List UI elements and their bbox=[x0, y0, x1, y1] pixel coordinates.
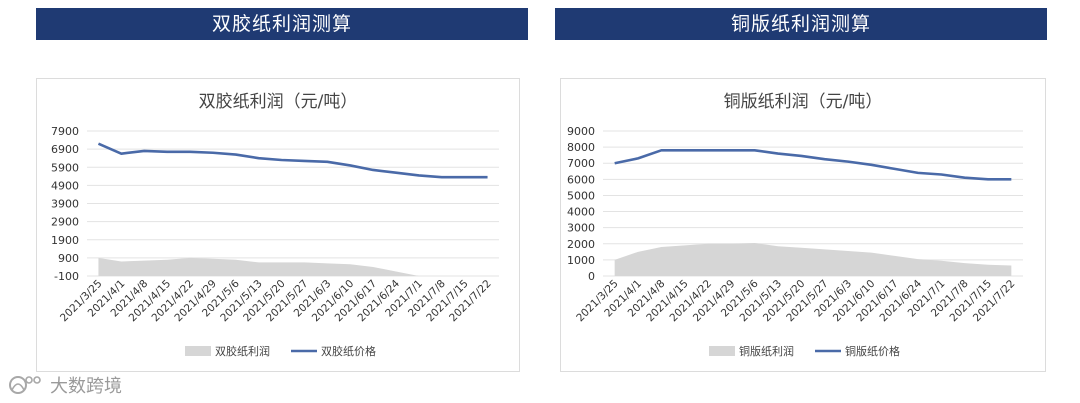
profit-area-series bbox=[614, 242, 1012, 276]
watermark: 大数跨境 bbox=[8, 371, 122, 399]
y-tick-label: 9000 bbox=[567, 125, 595, 138]
watermark-text: 大数跨境 bbox=[50, 376, 122, 397]
y-tick-label: 3000 bbox=[567, 222, 595, 235]
legend-label-line: 双胶纸价格 bbox=[321, 344, 376, 358]
y-tick-label: 0 bbox=[588, 270, 595, 283]
right-section-header: 铜版纸利润测算 bbox=[555, 8, 1047, 40]
legend-label-area: 双胶纸利润 bbox=[215, 344, 270, 358]
profit-area-series bbox=[98, 257, 488, 276]
price-line-series bbox=[614, 149, 1012, 181]
y-tick-label: 6000 bbox=[567, 173, 595, 186]
y-tick-label: 1000 bbox=[567, 254, 595, 267]
left-section-header: 双胶纸利润测算 bbox=[36, 8, 528, 40]
y-tick-label: -100 bbox=[54, 270, 79, 283]
chart-title: 双胶纸利润（元/吨） bbox=[199, 92, 358, 112]
y-tick-label: 6900 bbox=[51, 143, 79, 156]
price-line-series bbox=[97, 142, 488, 179]
coated-paper-profit-chart: 铜版纸利润（元/吨） 0 1000 2000 3000 4000 5000 6000 7000 8… bbox=[567, 92, 1023, 358]
legend-swatch-area bbox=[185, 346, 211, 356]
y-tick-label: 5900 bbox=[51, 161, 79, 174]
watermark-logo-icon bbox=[9, 376, 41, 394]
y-tick-label: 2000 bbox=[567, 238, 595, 251]
offset-paper-profit-chart: 双胶纸利润（元/吨） -100 900 1900 2900 3900 4900 5900 690… bbox=[51, 92, 499, 358]
y-tick-label: 8000 bbox=[567, 141, 595, 154]
y-tick-label: 5000 bbox=[567, 189, 595, 202]
y-tick-label: 2900 bbox=[51, 216, 79, 229]
chart-title: 铜版纸利润（元/吨） bbox=[724, 92, 883, 112]
y-tick-label: 7900 bbox=[51, 125, 79, 138]
y-tick-label: 1900 bbox=[51, 234, 79, 247]
y-tick-label: 7000 bbox=[567, 157, 595, 170]
y-tick-label: 4000 bbox=[567, 206, 595, 219]
chart-panel-coated-paper: 铜版纸利润（元/吨） 0 1000 2000 3000 4000 5000 6000 7000 8… bbox=[560, 78, 1046, 372]
legend-swatch-area bbox=[709, 346, 735, 356]
y-tick-label: 4900 bbox=[51, 179, 79, 192]
legend-label-line: 铜版纸价格 bbox=[845, 344, 900, 358]
y-tick-label: 900 bbox=[58, 252, 79, 265]
legend-label-area: 铜版纸利润 bbox=[739, 344, 794, 358]
chart-panel-offset-paper: 双胶纸利润（元/吨） -100 900 1900 2900 3900 4900 5900 690… bbox=[36, 78, 520, 372]
y-tick-label: 3900 bbox=[51, 198, 79, 211]
